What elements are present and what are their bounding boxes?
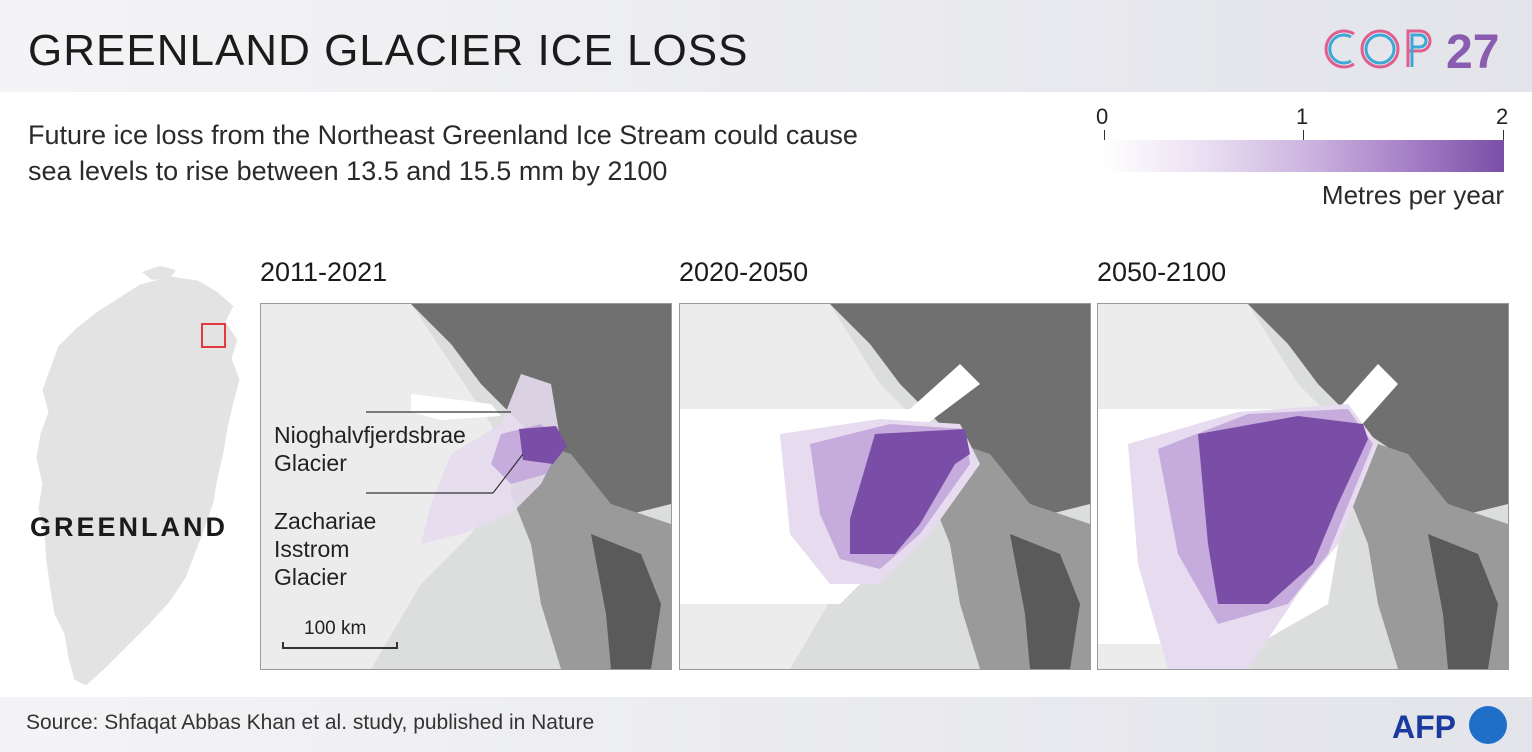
cop-number: 27 — [1446, 26, 1499, 78]
afp-wordmark: AFP — [1392, 709, 1456, 745]
header-bar — [0, 0, 1532, 92]
land-dark — [830, 304, 1090, 514]
loss-high — [850, 429, 970, 554]
legend-units: Metres per year — [1321, 180, 1504, 210]
color-legend: 0 1 2 Metres per year — [1096, 100, 1508, 220]
cop27-logo: 27 — [1324, 26, 1499, 78]
annotation-nioghalvfjerdsbrae: Nioghalvfjerdsbrae Glacier — [274, 422, 466, 476]
panel-1-period-label: 2011-2021 — [260, 257, 388, 287]
greenland-landmass — [35, 275, 241, 687]
greenland-overview-map — [35, 266, 241, 687]
loss-high — [519, 426, 567, 464]
study-area-marker — [201, 323, 226, 348]
legend-tick-mark — [1303, 130, 1304, 140]
map-panel-2020-2050 — [679, 303, 1091, 670]
legend-gradient-bar — [1104, 140, 1504, 172]
annotation-zachariae: Zachariae Isstrom Glacier — [274, 508, 377, 590]
panel-3-period-label: 2050-2100 — [1097, 257, 1227, 287]
scale-bar: 100 km — [282, 618, 402, 654]
page-title: GREENLAND GLACIER ICE LOSS — [28, 26, 749, 75]
ice-sheet — [261, 304, 511, 669]
afp-logo: AFP — [1392, 706, 1507, 745]
subtitle: Future ice loss from the Northeast Green… — [28, 120, 858, 186]
cop-wordmark — [1324, 29, 1432, 69]
panel-2-period-label: 2020-2050 — [679, 257, 809, 287]
land-dark-ridge — [1428, 534, 1498, 669]
afp-globe — [1469, 706, 1507, 744]
scale-bar-line — [282, 642, 398, 649]
legend-tick-1: 1 — [1296, 104, 1309, 129]
greenland-north-islands — [142, 266, 176, 280]
map-panel-2011-2021 — [260, 303, 672, 670]
loss-high — [1198, 416, 1368, 604]
map-panel-2050-2100 — [1097, 303, 1509, 670]
scale-bar-label: 100 km — [304, 618, 367, 639]
legend-tick-mark — [1104, 130, 1105, 140]
legend-tick-mark — [1503, 130, 1504, 140]
land-dark — [1248, 304, 1508, 514]
source-note: Source: Shfaqat Abbas Khan et al. study,… — [26, 711, 595, 734]
greenland-label: GREENLAND — [30, 512, 229, 542]
fjord-water — [411, 394, 501, 420]
land-dark-ridge — [1010, 534, 1080, 669]
footer-bar — [0, 697, 1532, 752]
leader-line-glacier-2b — [492, 453, 524, 494]
loss-low — [421, 374, 561, 544]
legend-tick-2: 2 — [1496, 104, 1509, 129]
legend-tick-0: 0 — [1096, 104, 1109, 129]
land-dark-ridge — [591, 534, 661, 669]
